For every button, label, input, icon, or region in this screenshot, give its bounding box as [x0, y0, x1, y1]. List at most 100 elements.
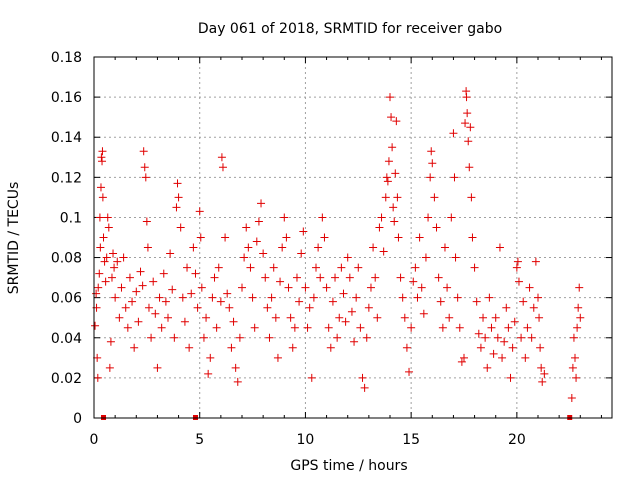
- data-point: [95, 213, 104, 222]
- data-point: [373, 313, 382, 322]
- data-point: [537, 363, 546, 372]
- data-point: [100, 257, 109, 266]
- data-point: [144, 303, 153, 312]
- data-point: [324, 323, 333, 332]
- data-point: [170, 333, 179, 342]
- data-point: [217, 153, 226, 162]
- data-point: [305, 303, 314, 312]
- data-point: [98, 147, 107, 156]
- data-point: [523, 323, 532, 332]
- data-point: [417, 283, 426, 292]
- data-point: [309, 293, 318, 302]
- data-point: [369, 243, 378, 252]
- data-point: [366, 283, 375, 292]
- data-point: [360, 383, 369, 392]
- data-point: [333, 333, 342, 342]
- data-point: [322, 283, 331, 292]
- data-point: [106, 337, 115, 346]
- data-point: [197, 283, 206, 292]
- data-point: [252, 237, 261, 246]
- data-point: [371, 273, 380, 282]
- data-point: [292, 273, 301, 282]
- data-point: [98, 157, 107, 166]
- data-point: [449, 129, 458, 138]
- data-point: [265, 333, 274, 342]
- data-point: [244, 243, 253, 252]
- data-point: [450, 173, 459, 182]
- data-point: [139, 147, 148, 156]
- data-point: [173, 179, 182, 188]
- data-point: [573, 323, 582, 332]
- data-point: [447, 213, 456, 222]
- data-point: [474, 329, 483, 338]
- data-point: [502, 303, 511, 312]
- data-point: [343, 253, 352, 262]
- x-tick-label: 5: [195, 432, 204, 448]
- data-point: [254, 217, 263, 226]
- data-point: [138, 281, 147, 290]
- data-point: [391, 169, 400, 178]
- data-point: [119, 253, 128, 262]
- data-point: [136, 267, 145, 276]
- data-point: [428, 159, 437, 168]
- data-point: [440, 243, 449, 252]
- axis-ticks: 0 0.02 0.04 0.06 0.08 0.1 0.12 0.14 0.16 0.18 0 5 10…: [51, 50, 612, 448]
- data-point: [461, 119, 470, 128]
- data-point: [110, 263, 119, 272]
- data-point: [185, 343, 194, 352]
- data-point: [483, 363, 492, 372]
- data-point: [347, 307, 356, 316]
- data-point: [466, 123, 475, 132]
- data-point: [455, 323, 464, 332]
- data-point: [166, 249, 175, 258]
- data-point: [174, 193, 183, 202]
- data-point: [123, 323, 132, 332]
- data-point: [402, 343, 411, 352]
- data-point: [451, 253, 460, 262]
- data-point: [396, 273, 405, 282]
- data-point: [93, 353, 102, 362]
- data-point: [394, 233, 403, 242]
- data-point: [250, 323, 259, 332]
- data-point: [538, 377, 547, 386]
- data-point: [208, 293, 217, 302]
- data-point: [468, 233, 477, 242]
- data-point: [438, 323, 447, 332]
- data-point: [413, 293, 422, 302]
- data-point: [238, 283, 246, 292]
- y-tick-label: 0: [73, 411, 82, 427]
- data-point: [575, 283, 584, 292]
- data-point: [180, 317, 189, 326]
- data-point: [328, 297, 337, 306]
- data-point: [94, 283, 103, 292]
- data-point: [398, 293, 407, 302]
- data-point: [487, 323, 496, 332]
- data-point: [284, 283, 293, 292]
- data-point: [271, 313, 280, 322]
- x-tick-label: 10: [297, 432, 315, 448]
- x-tick-label: 0: [90, 432, 99, 448]
- data-point: [495, 243, 504, 252]
- data-point: [159, 269, 168, 278]
- data-point: [278, 243, 287, 252]
- data-point: [467, 193, 476, 202]
- data-point: [130, 343, 139, 352]
- data-point: [525, 283, 534, 292]
- data-point: [405, 367, 414, 376]
- data-point: [99, 233, 108, 242]
- data-point: [453, 293, 462, 302]
- data-point: [335, 313, 344, 322]
- data-point: [312, 263, 320, 272]
- data-point: [381, 193, 390, 202]
- data-point: [400, 313, 409, 322]
- data-point: [362, 333, 371, 342]
- data-point: [147, 333, 156, 342]
- data-point: [280, 213, 289, 222]
- data-point: [176, 223, 185, 232]
- y-tick-label: 0.14: [51, 130, 82, 146]
- data-point: [352, 293, 361, 302]
- data-point: [386, 93, 394, 102]
- data-point: [153, 363, 162, 372]
- data-point: [96, 183, 105, 192]
